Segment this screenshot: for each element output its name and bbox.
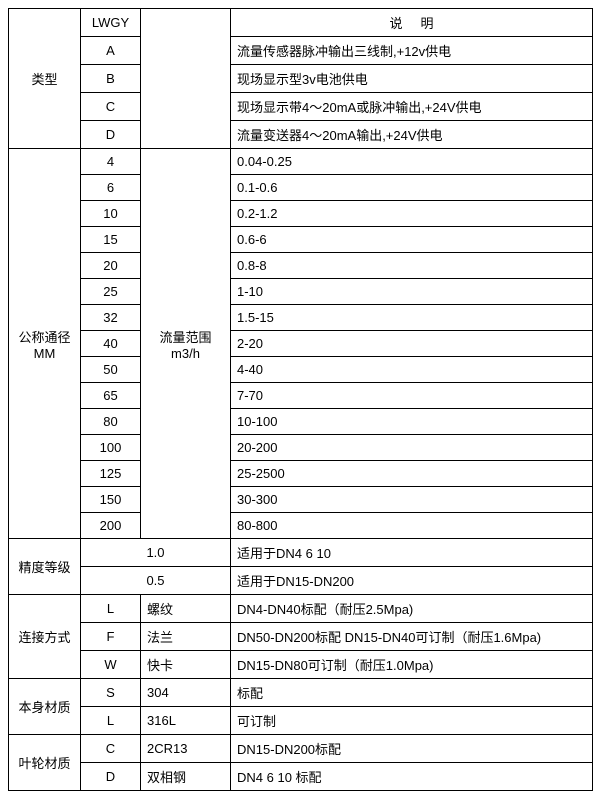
dn-code: 20 bbox=[81, 253, 141, 279]
type-desc: 现场显示带4～20mA或脉冲输出,+24V供电 bbox=[231, 93, 593, 121]
dn-val: 1-10 bbox=[231, 279, 593, 305]
dn-code: 15 bbox=[81, 227, 141, 253]
spec-table: 类型 LWGY 说明 A 流量传感器脉冲输出三线制,+12v供电 B 现场显示型3v… bbox=[8, 8, 593, 791]
dn-code: 80 bbox=[81, 409, 141, 435]
dn-val: 0.1-0.6 bbox=[231, 175, 593, 201]
dn-val: 1.5-15 bbox=[231, 305, 593, 331]
impeller-desc: DN15-DN200标配 bbox=[231, 735, 593, 763]
dn-val: 10-100 bbox=[231, 409, 593, 435]
type-code: B bbox=[81, 65, 141, 93]
dn-code: 6 bbox=[81, 175, 141, 201]
type-label: 类型 bbox=[9, 9, 81, 149]
dn-code: 125 bbox=[81, 461, 141, 487]
type-desc: 流量传感器脉冲输出三线制,+12v供电 bbox=[231, 37, 593, 65]
impeller-desc: DN4 6 10 标配 bbox=[231, 763, 593, 791]
conn-code: L bbox=[81, 595, 141, 623]
body-label: 本身材质 bbox=[9, 679, 81, 735]
dn-code: 4 bbox=[81, 149, 141, 175]
conn-desc: DN15-DN80可订制（耐压1.0Mpa) bbox=[231, 651, 593, 679]
dn-val: 4-40 bbox=[231, 357, 593, 383]
accuracy-desc: 适用于DN15-DN200 bbox=[231, 567, 593, 595]
conn-code: F bbox=[81, 623, 141, 651]
type-code: C bbox=[81, 93, 141, 121]
conn-desc: DN50-DN200标配 DN15-DN40可订制（耐压1.6Mpa) bbox=[231, 623, 593, 651]
dn-val: 80-800 bbox=[231, 513, 593, 539]
dn-val: 2-20 bbox=[231, 331, 593, 357]
dn-val: 20-200 bbox=[231, 435, 593, 461]
accuracy-grade: 1.0 bbox=[81, 539, 231, 567]
dn-code: 50 bbox=[81, 357, 141, 383]
conn-name: 螺纹 bbox=[141, 595, 231, 623]
dn-val: 7-70 bbox=[231, 383, 593, 409]
impeller-code: C bbox=[81, 735, 141, 763]
dn-code: 100 bbox=[81, 435, 141, 461]
dn-code: 65 bbox=[81, 383, 141, 409]
body-code: L bbox=[81, 707, 141, 735]
dn-code: 10 bbox=[81, 201, 141, 227]
header-lwgy: LWGY bbox=[81, 9, 141, 37]
body-name: 316L bbox=[141, 707, 231, 735]
conn-code: W bbox=[81, 651, 141, 679]
dn-val: 0.6-6 bbox=[231, 227, 593, 253]
dn-val: 0.04-0.25 bbox=[231, 149, 593, 175]
dn-val: 25-2500 bbox=[231, 461, 593, 487]
dn-code: 150 bbox=[81, 487, 141, 513]
dn-val: 30-300 bbox=[231, 487, 593, 513]
conn-label: 连接方式 bbox=[9, 595, 81, 679]
type-code: D bbox=[81, 121, 141, 149]
body-name: 304 bbox=[141, 679, 231, 707]
accuracy-label: 精度等级 bbox=[9, 539, 81, 595]
conn-name: 法兰 bbox=[141, 623, 231, 651]
range-label: 流量范围m3/h bbox=[141, 149, 231, 539]
body-desc: 标配 bbox=[231, 679, 593, 707]
accuracy-desc: 适用于DN4 6 10 bbox=[231, 539, 593, 567]
header-desc: 说明 bbox=[231, 9, 593, 37]
impeller-name: 双相钢 bbox=[141, 763, 231, 791]
dn-label: 公称通径MM bbox=[9, 149, 81, 539]
accuracy-grade: 0.5 bbox=[81, 567, 231, 595]
type-code: A bbox=[81, 37, 141, 65]
blank-cell bbox=[141, 9, 231, 149]
dn-code: 25 bbox=[81, 279, 141, 305]
impeller-code: D bbox=[81, 763, 141, 791]
dn-code: 200 bbox=[81, 513, 141, 539]
body-desc: 可订制 bbox=[231, 707, 593, 735]
conn-name: 快卡 bbox=[141, 651, 231, 679]
type-desc: 流量变送器4～20mA输出,+24V供电 bbox=[231, 121, 593, 149]
dn-code: 32 bbox=[81, 305, 141, 331]
impeller-name: 2CR13 bbox=[141, 735, 231, 763]
type-desc: 现场显示型3v电池供电 bbox=[231, 65, 593, 93]
dn-val: 0.2-1.2 bbox=[231, 201, 593, 227]
dn-code: 40 bbox=[81, 331, 141, 357]
conn-desc: DN4-DN40标配（耐压2.5Mpa) bbox=[231, 595, 593, 623]
body-code: S bbox=[81, 679, 141, 707]
dn-val: 0.8-8 bbox=[231, 253, 593, 279]
